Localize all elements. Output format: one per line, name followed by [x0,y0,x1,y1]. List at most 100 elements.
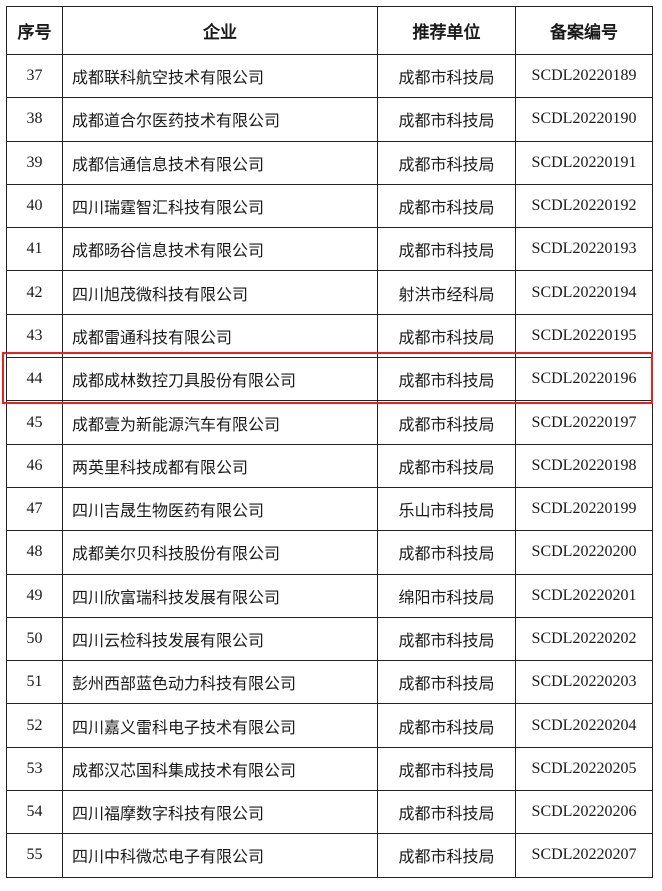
cell-company: 成都雷通科技有限公司 [62,313,378,359]
cell-unit: 成都市科技局 [377,833,516,878]
cell-no: 51 [6,660,63,705]
header-company: 企业 [62,6,378,55]
cell-code: SCDL20220197 [515,400,653,445]
cell-code: SCDL20220198 [515,443,653,488]
cell-company: 成都成林数控刀具股份有限公司 [62,357,378,402]
cell-unit: 成都市科技局 [377,616,516,662]
table-row: 48 成都美尔贝科技股份有限公司 成都市科技局 SCDL20220200 [6,530,653,575]
cell-unit: 成都市科技局 [377,443,516,488]
cell-no: 39 [6,140,63,185]
cell-company: 彭州西部蓝色动力科技有限公司 [62,660,378,705]
table-row: 43 成都雷通科技有限公司 成都市科技局 SCDL20220195 [6,313,653,359]
cell-code: SCDL20220207 [515,833,653,878]
cell-no: 44 [6,357,63,402]
table-row: 51 彭州西部蓝色动力科技有限公司 成都市科技局 SCDL20220203 [6,660,653,705]
cell-code: SCDL20220193 [515,227,653,272]
cell-no: 45 [6,400,63,445]
cell-code: SCDL20220201 [515,573,653,618]
cell-no: 47 [6,486,63,532]
cell-no: 49 [6,573,63,618]
cell-code: SCDL20220199 [515,486,653,532]
table-row: 38 成都道合尔医药技术有限公司 成都市科技局 SCDL20220190 [6,97,653,142]
cell-code: SCDL20220196 [515,357,653,402]
header-code: 备案编号 [515,6,653,55]
cell-unit: 成都市科技局 [377,140,516,185]
cell-code: SCDL20220194 [515,270,653,315]
cell-company: 两英里科技成都有限公司 [62,443,378,488]
cell-code: SCDL20220200 [515,530,653,575]
cell-code: SCDL20220189 [515,53,653,99]
cell-code: SCDL20220202 [515,616,653,662]
cell-no: 55 [6,833,63,878]
cell-code: SCDL20220203 [515,660,653,705]
cell-no: 54 [6,790,63,835]
cell-unit: 成都市科技局 [377,53,516,99]
cell-no: 40 [6,183,63,229]
table-row: 53 成都汉芯国科集成技术有限公司 成都市科技局 SCDL20220205 [6,746,653,792]
cell-company: 四川福摩数字科技有限公司 [62,790,378,835]
table-row: 50 四川云检科技发展有限公司 成都市科技局 SCDL20220202 [6,616,653,662]
cell-no: 37 [6,53,63,99]
cell-unit: 成都市科技局 [377,746,516,792]
filing-table: 序号 企业 推荐单位 备案编号 37 成都联科航空技术有限公司 成都市科技局 SCDL… [6,6,653,878]
cell-code: SCDL20220190 [515,97,653,142]
header-unit: 推荐单位 [377,6,516,55]
cell-no: 53 [6,746,63,792]
cell-unit: 绵阳市科技局 [377,573,516,618]
cell-unit: 成都市科技局 [377,97,516,142]
table-row: 47 四川吉晟生物医药有限公司 乐山市科技局 SCDL20220199 [6,486,653,532]
cell-unit: 成都市科技局 [377,227,516,272]
cell-no: 46 [6,443,63,488]
cell-company: 四川瑞霆智汇科技有限公司 [62,183,378,229]
table-row: 46 两英里科技成都有限公司 成都市科技局 SCDL20220198 [6,443,653,488]
cell-company: 成都联科航空技术有限公司 [62,53,378,99]
cell-company: 四川云检科技发展有限公司 [62,616,378,662]
cell-unit: 成都市科技局 [377,790,516,835]
cell-company: 四川中科微芯电子有限公司 [62,833,378,878]
table-row: 55 四川中科微芯电子有限公司 成都市科技局 SCDL20220207 [6,833,653,878]
cell-company: 四川吉晟生物医药有限公司 [62,486,378,532]
table-row: 52 四川嘉义雷科电子技术有限公司 成都市科技局 SCDL20220204 [6,703,653,748]
cell-unit: 成都市科技局 [377,357,516,402]
table-row: 37 成都联科航空技术有限公司 成都市科技局 SCDL20220189 [6,53,653,99]
cell-code: SCDL20220195 [515,313,653,359]
table-row: 54 四川福摩数字科技有限公司 成都市科技局 SCDL20220206 [6,790,653,835]
table-row: 45 成都壹为新能源汽车有限公司 成都市科技局 SCDL20220197 [6,400,653,445]
table-row: 40 四川瑞霆智汇科技有限公司 成都市科技局 SCDL20220192 [6,183,653,229]
cell-company: 成都汉芯国科集成技术有限公司 [62,746,378,792]
table-row: 49 四川欣富瑞科技发展有限公司 绵阳市科技局 SCDL20220201 [6,573,653,618]
header-no: 序号 [6,6,63,55]
cell-no: 48 [6,530,63,575]
cell-no: 50 [6,616,63,662]
cell-no: 43 [6,313,63,359]
table-row: 44 成都成林数控刀具股份有限公司 成都市科技局 SCDL20220196 [6,357,653,402]
cell-unit: 成都市科技局 [377,703,516,748]
cell-code: SCDL20220206 [515,790,653,835]
cell-code: SCDL20220192 [515,183,653,229]
cell-company: 成都美尔贝科技股份有限公司 [62,530,378,575]
table-row: 41 成都旸谷信息技术有限公司 成都市科技局 SCDL20220193 [6,227,653,272]
header-row: 序号 企业 推荐单位 备案编号 [6,6,653,55]
cell-company: 成都壹为新能源汽车有限公司 [62,400,378,445]
cell-company: 四川欣富瑞科技发展有限公司 [62,573,378,618]
cell-unit: 成都市科技局 [377,660,516,705]
cell-unit: 成都市科技局 [377,313,516,359]
cell-no: 38 [6,97,63,142]
table-row: 39 成都信通信息技术有限公司 成都市科技局 SCDL20220191 [6,140,653,185]
cell-company: 成都旸谷信息技术有限公司 [62,227,378,272]
cell-no: 41 [6,227,63,272]
table-row: 42 四川旭茂微科技有限公司 射洪市经科局 SCDL20220194 [6,270,653,315]
cell-unit: 射洪市经科局 [377,270,516,315]
cell-no: 52 [6,703,63,748]
cell-company: 成都道合尔医药技术有限公司 [62,97,378,142]
cell-unit: 乐山市科技局 [377,486,516,532]
cell-unit: 成都市科技局 [377,183,516,229]
cell-code: SCDL20220204 [515,703,653,748]
cell-code: SCDL20220205 [515,746,653,792]
cell-unit: 成都市科技局 [377,400,516,445]
cell-unit: 成都市科技局 [377,530,516,575]
cell-no: 42 [6,270,63,315]
cell-company: 四川旭茂微科技有限公司 [62,270,378,315]
cell-code: SCDL20220191 [515,140,653,185]
cell-company: 四川嘉义雷科电子技术有限公司 [62,703,378,748]
